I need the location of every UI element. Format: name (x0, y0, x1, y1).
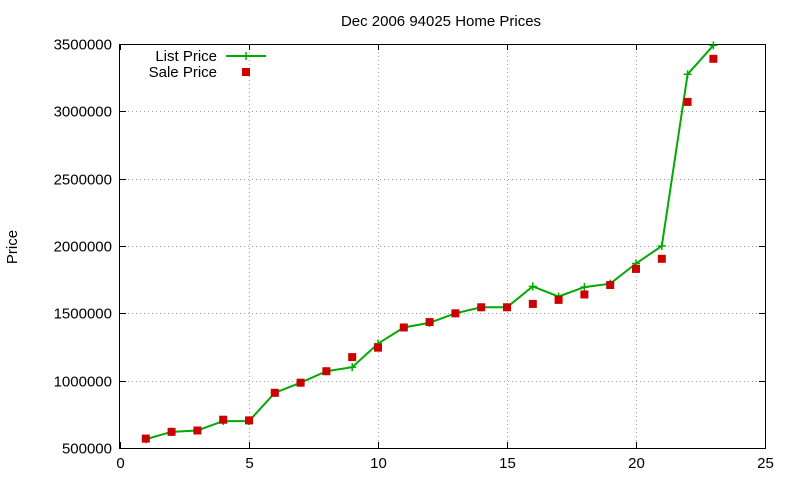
list-price-point (683, 70, 692, 79)
sale-price-point (322, 367, 331, 376)
y-tick-label: 3000000 (54, 104, 112, 121)
x-tick-label: 20 (628, 455, 645, 472)
y-tick-label: 500000 (62, 441, 112, 458)
sale-price-point (296, 378, 305, 387)
sale-price-point (219, 415, 228, 424)
list-price-line (145, 44, 715, 441)
sale-price-point (425, 318, 434, 327)
legend-item-sale-price: Sale Price (149, 64, 250, 81)
sale-price-point (580, 290, 589, 299)
legend-plus-marker (242, 52, 250, 60)
y-tick-label: 1000000 (54, 374, 112, 391)
legend-label: List Price (155, 48, 217, 65)
y-tick-label: 3500000 (54, 37, 112, 54)
x-tick-label: 10 (370, 455, 387, 472)
sale-price-point (683, 97, 692, 106)
list-price-point (348, 363, 357, 372)
legend-item-list-price: List Price (155, 48, 266, 65)
y-axis-label: Price (4, 230, 21, 264)
list-price-point (528, 282, 537, 291)
list-price-series (141, 41, 718, 444)
grid-layer (120, 44, 765, 448)
chart-title: Dec 2006 94025 Home Prices (341, 13, 541, 30)
x-tick-label: 15 (499, 455, 516, 472)
sale-price-point (451, 309, 460, 318)
legend-label: Sale Price (149, 64, 217, 81)
list-price-point (657, 242, 666, 250)
series-layer (141, 41, 718, 444)
sale-price-point (374, 343, 382, 352)
sale-price-point (245, 416, 253, 425)
sale-price-point (399, 323, 408, 332)
plot-frame (119, 44, 766, 449)
sale-price-point (632, 264, 640, 273)
sale-price-point (657, 254, 666, 263)
y-tick-label: 2000000 (54, 239, 112, 256)
sale-price-point (348, 353, 357, 362)
sale-price-point (477, 303, 486, 312)
tick-layer: 0 5 10 15 20 25 500000 1000000 1500000 2000000 250… (54, 37, 774, 473)
sale-price-point (528, 299, 537, 308)
legend-square-marker (242, 68, 250, 76)
y-tick-label: 2500000 (54, 172, 112, 189)
sale-price-point (503, 303, 511, 312)
sale-price-series (141, 54, 718, 443)
y-tick-label: 1500000 (54, 306, 112, 323)
sale-price-point (167, 427, 176, 436)
sale-price-point (141, 434, 150, 443)
x-tick-label: 25 (757, 455, 774, 472)
list-price-point (580, 283, 589, 292)
x-tick-label: 0 (116, 455, 124, 472)
x-tick-label: 5 (245, 455, 253, 472)
sale-price-point (193, 426, 202, 435)
sale-price-point (709, 54, 718, 63)
sale-price-point (554, 295, 563, 304)
sale-price-point (606, 281, 615, 290)
sale-price-point (270, 388, 279, 397)
list-price-point (709, 41, 718, 50)
